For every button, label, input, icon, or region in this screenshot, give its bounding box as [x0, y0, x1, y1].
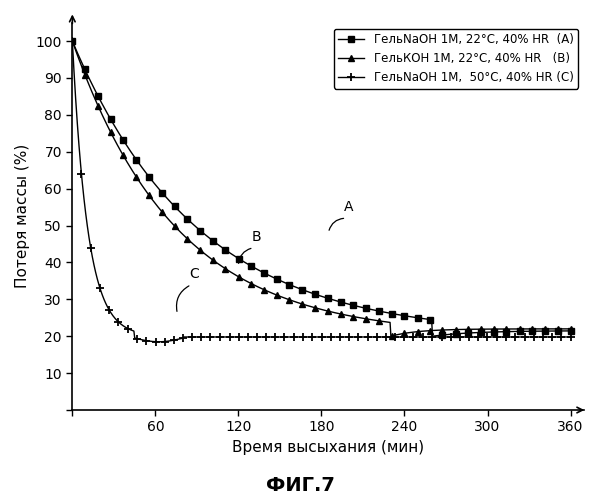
Text: ФИГ.7: ФИГ.7	[266, 476, 334, 495]
Text: A: A	[344, 200, 354, 214]
Legend: ГельNaOH 1М, 22°C, 40% HR  (A), ГельКОН 1М, 22°C, 40% HR   (B), ГельNaOH 1М,  50: ГельNaOH 1М, 22°C, 40% HR (A), ГельКОН 1…	[334, 28, 578, 89]
Text: C: C	[189, 267, 199, 281]
Y-axis label: Потеря массы (%): Потеря массы (%)	[15, 144, 30, 288]
Text: B: B	[251, 230, 261, 244]
X-axis label: Время высыхания (мин): Время высыхания (мин)	[232, 440, 424, 455]
